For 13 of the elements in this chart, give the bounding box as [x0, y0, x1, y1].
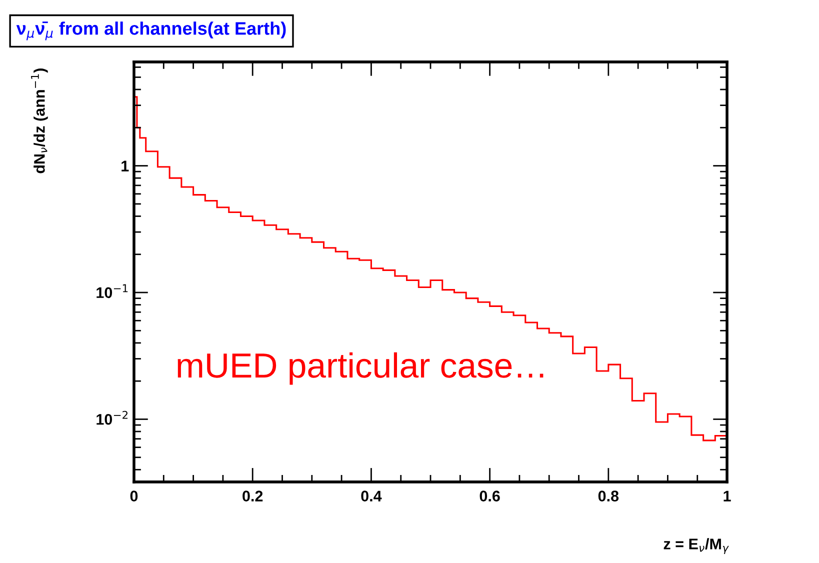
- x-tick-label: 0.2: [242, 490, 263, 502]
- x-tick-label: 0.8: [598, 490, 619, 502]
- x-axis-title: z = E$_{ν}$/M$_{γ}$: [664, 538, 729, 554]
- y-tick-label: 1: [122, 160, 129, 172]
- x-tick-label: 0.6: [480, 490, 500, 502]
- x-tick-label: 0.4: [361, 490, 382, 502]
- chart-title: ν$_{μ}$ν̄$_{μ}$ from all channels(at Earth): [16, 22, 286, 40]
- y-tick-label: 10$^{−2}$: [96, 410, 128, 425]
- annotation: mUED particular case…: [178, 352, 544, 385]
- y-tick-label: 10$^{−1}$: [96, 284, 128, 298]
- y-axis-title: dN$_{ν}$/dz (ann$^{−1}$): [31, 68, 48, 174]
- x-tick-label: 1: [724, 490, 731, 502]
- x-tick-label: 0: [130, 490, 138, 502]
